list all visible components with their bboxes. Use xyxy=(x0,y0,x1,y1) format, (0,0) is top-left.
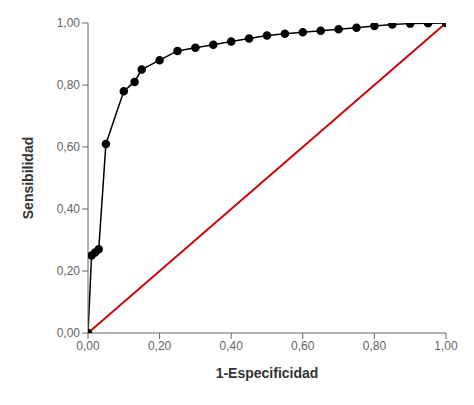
svg-text:0,20: 0,20 xyxy=(57,264,81,278)
svg-text:0,40: 0,40 xyxy=(57,202,81,216)
svg-text:0,60: 0,60 xyxy=(291,339,315,353)
svg-text:1-Especificidad: 1-Especificidad xyxy=(216,365,319,381)
svg-text:0,40: 0,40 xyxy=(220,339,244,353)
svg-text:0,00: 0,00 xyxy=(57,326,81,340)
svg-text:Sensibilidad: Sensibilidad xyxy=(20,137,36,219)
svg-text:1,00: 1,00 xyxy=(434,339,458,353)
svg-text:0,80: 0,80 xyxy=(363,339,387,353)
svg-text:0,00: 0,00 xyxy=(76,339,100,353)
svg-text:0,20: 0,20 xyxy=(148,339,172,353)
svg-text:0,60: 0,60 xyxy=(57,140,81,154)
svg-text:0,80: 0,80 xyxy=(57,78,81,92)
svg-text:1,00: 1,00 xyxy=(57,16,81,30)
